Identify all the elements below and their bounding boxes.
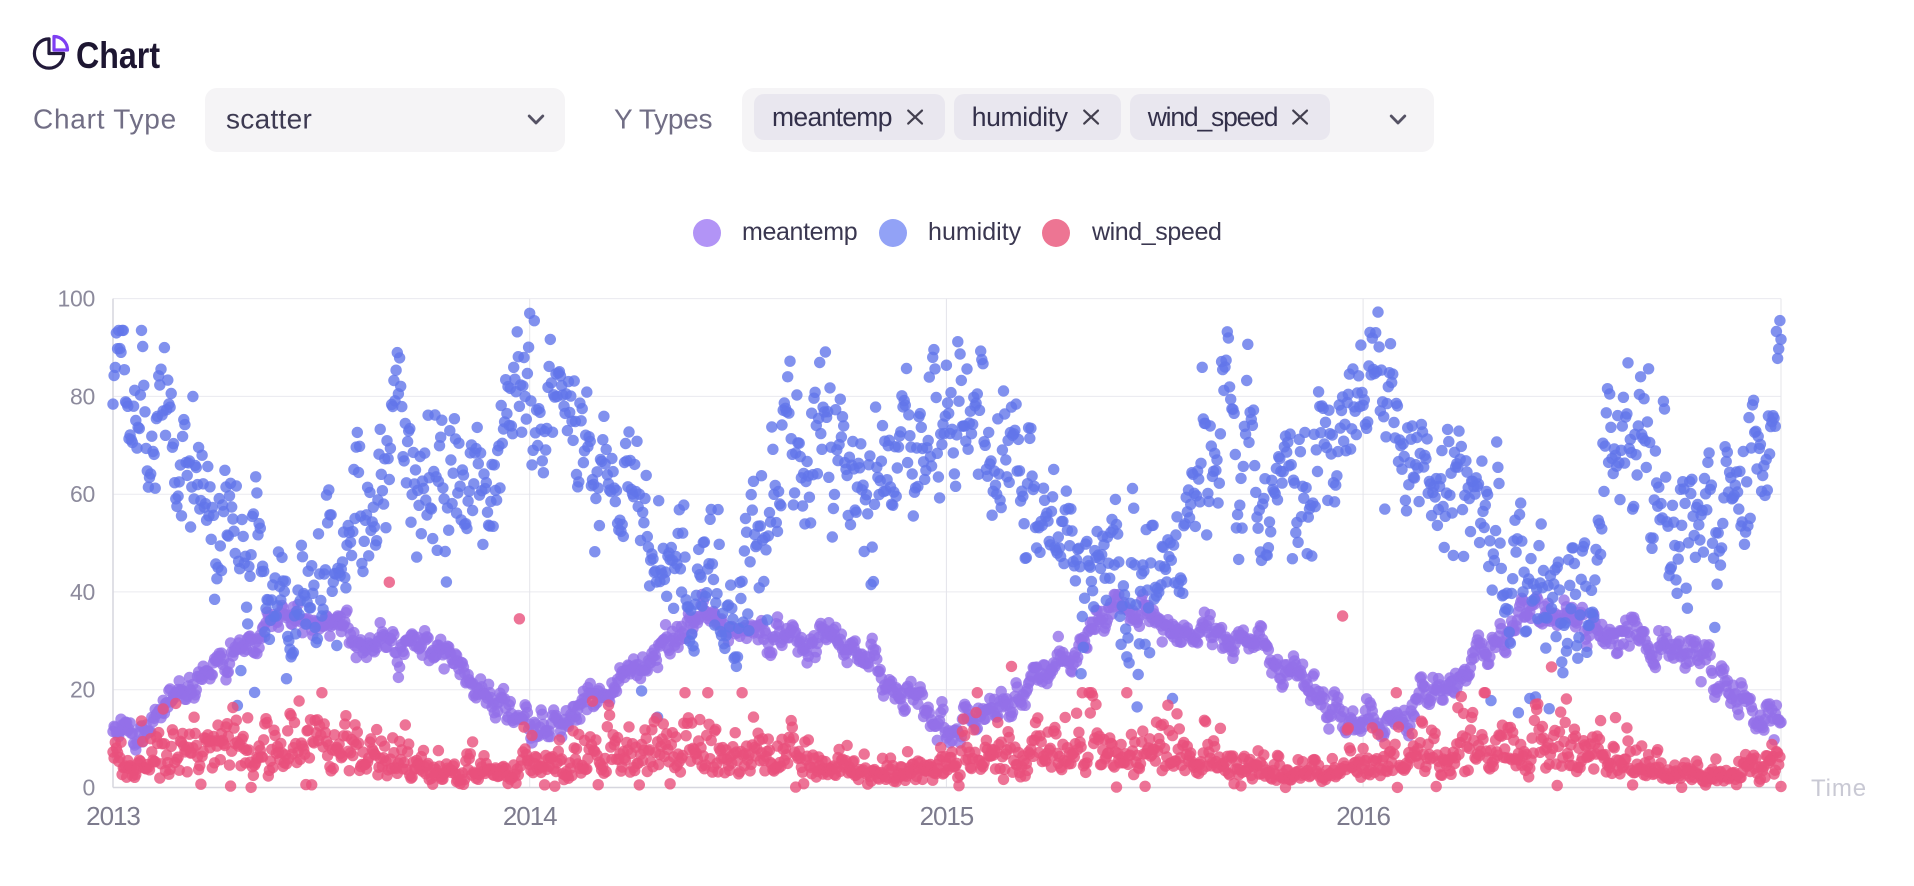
svg-text:Time: Time [1811,775,1867,802]
svg-text:2013: 2013 [86,801,140,831]
svg-text:80: 80 [70,383,95,409]
svg-text:100: 100 [58,286,95,312]
svg-text:0: 0 [83,775,96,801]
svg-text:60: 60 [70,481,95,507]
svg-text:2016: 2016 [1336,801,1390,831]
svg-text:20: 20 [70,677,95,703]
svg-text:40: 40 [70,579,95,605]
svg-text:2015: 2015 [920,801,974,831]
svg-text:2014: 2014 [503,801,557,831]
